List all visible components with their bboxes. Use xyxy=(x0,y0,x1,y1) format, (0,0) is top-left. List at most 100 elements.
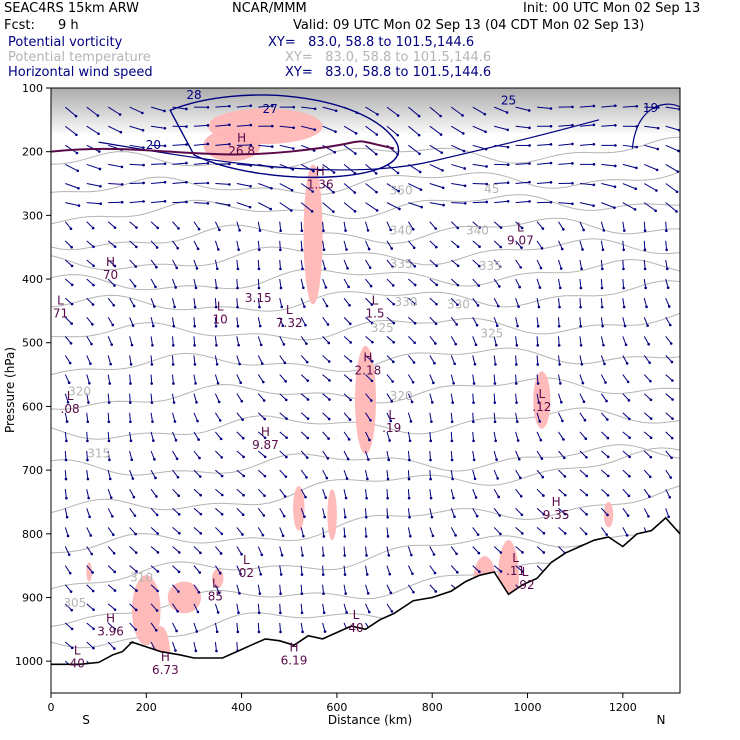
wind-vector-head xyxy=(429,496,433,500)
wind-vector xyxy=(515,163,530,165)
wind-vector xyxy=(407,450,410,461)
wind-vector xyxy=(215,183,230,185)
wind-vector-head xyxy=(236,324,240,328)
wind-vector-head xyxy=(236,305,239,309)
wind-vector-head xyxy=(325,304,329,308)
stratosphere-shading xyxy=(51,88,680,133)
wind-vector-head xyxy=(669,342,673,345)
wind-vector xyxy=(193,221,200,230)
wind-vector xyxy=(172,162,187,165)
wind-vector-head xyxy=(327,341,331,345)
wind-vector xyxy=(386,221,392,231)
wind-vector-head xyxy=(671,417,674,420)
wind-vector xyxy=(107,565,116,573)
wind-vector xyxy=(343,316,351,325)
wind-vector xyxy=(150,622,157,631)
wind-vector xyxy=(365,603,370,613)
wind-vector xyxy=(600,317,604,327)
wind-vector xyxy=(86,202,101,205)
wind-vector-head xyxy=(154,285,157,289)
wind-vector xyxy=(150,527,159,534)
wind-vector-head xyxy=(301,554,304,557)
wind-vector-head xyxy=(300,573,304,576)
wind-vector-head xyxy=(527,109,531,112)
wind-vector xyxy=(300,431,309,439)
wind-vector-head xyxy=(633,208,637,211)
wind-vector-head xyxy=(649,455,653,459)
endpoint-right: N xyxy=(657,713,666,727)
wind-vector xyxy=(172,641,176,651)
wind-vector xyxy=(450,508,455,517)
wind-vector-head xyxy=(326,323,330,326)
wind-vector xyxy=(257,259,260,269)
wind-vector xyxy=(279,508,285,517)
wind-vector xyxy=(472,144,487,150)
wind-vector xyxy=(450,393,454,403)
wind-vector xyxy=(515,221,523,229)
wind-vector-head xyxy=(389,591,393,595)
wind-vector-head xyxy=(154,628,158,632)
wind-vector xyxy=(86,316,93,325)
wind-vector xyxy=(643,202,656,212)
wind-vector-head xyxy=(626,380,630,384)
wind-vector xyxy=(408,278,416,286)
wind-vector-head xyxy=(134,245,138,249)
wind-vector xyxy=(86,297,94,305)
wind-vector-head xyxy=(613,185,617,189)
wind-vector-head xyxy=(343,515,347,519)
wind-vector xyxy=(472,278,480,287)
wind-vector xyxy=(214,412,221,421)
wind-vector-head xyxy=(635,166,638,170)
wind-vector-head xyxy=(193,305,197,309)
wind-vector xyxy=(193,527,202,534)
wind-vector xyxy=(558,259,562,269)
wind-vector-head xyxy=(585,493,589,497)
wind-vector-head xyxy=(563,493,567,497)
wind-vector-head xyxy=(366,592,370,595)
wind-vector xyxy=(365,335,373,343)
wind-vector-head xyxy=(152,439,155,442)
wind-vector-head xyxy=(193,344,196,347)
wind-vector-head xyxy=(434,342,437,345)
wind-vector-head xyxy=(622,229,626,232)
wind-vector xyxy=(129,393,131,403)
wind-vector xyxy=(386,374,394,382)
wind-vector-head xyxy=(348,322,352,326)
wind-vector-head xyxy=(648,361,651,364)
wind-vector xyxy=(64,278,73,286)
wind-vector-head xyxy=(322,248,326,252)
wind-vector-head xyxy=(285,417,288,420)
wind-vector-head xyxy=(412,590,415,594)
wind-vector xyxy=(407,355,415,363)
wind-vector xyxy=(515,259,522,268)
wind-vector xyxy=(429,240,437,248)
wind-vector xyxy=(279,240,281,250)
wind-vector xyxy=(579,450,587,458)
wind-vector-head xyxy=(418,170,422,174)
wind-vector-head xyxy=(343,535,347,538)
wind-vector xyxy=(151,144,166,147)
wind-vector xyxy=(386,431,391,441)
wind-vector xyxy=(536,450,543,459)
y-tick-label: 400 xyxy=(22,273,43,286)
wind-vector xyxy=(193,336,196,346)
x-tick-label: 200 xyxy=(136,701,157,714)
wind-vector xyxy=(64,527,69,537)
wind-vector xyxy=(536,106,552,110)
wind-vector-head xyxy=(410,400,414,404)
x-axis-title: Distance (km) xyxy=(328,713,412,727)
wind-vector-head xyxy=(559,382,562,385)
wind-vector xyxy=(257,279,260,289)
wind-vector xyxy=(193,488,201,496)
wind-vector xyxy=(386,412,392,422)
wind-vector xyxy=(408,183,422,191)
wind-vector xyxy=(107,431,110,441)
wind-vector xyxy=(343,240,347,250)
wind-vector xyxy=(193,393,197,403)
wind-vector-head xyxy=(206,142,210,146)
wind-vector xyxy=(86,584,94,592)
wind-vector-head xyxy=(178,551,181,554)
wind-vectors xyxy=(64,104,680,669)
wind-vector-head xyxy=(622,267,625,271)
wind-vector-head xyxy=(215,344,218,347)
